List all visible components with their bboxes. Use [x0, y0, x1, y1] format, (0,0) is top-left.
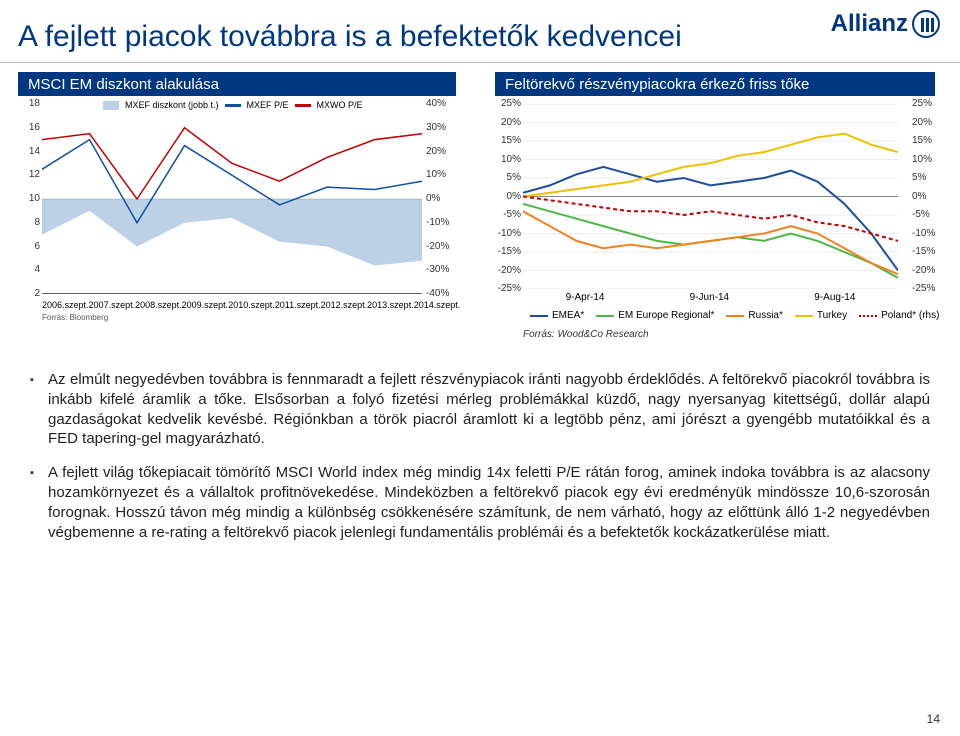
- chart-left-yaxis-right-label: -40%: [426, 288, 458, 299]
- chart-left-xaxis-label: 2012.szept.: [321, 300, 368, 310]
- chart-right-yaxis-left-label: -10%: [493, 228, 521, 239]
- legend-swatch: [530, 315, 548, 317]
- chart-left: MXEF diszkont (jobb t.) MXEF P/E MXWO P/…: [18, 100, 456, 340]
- chart-left-xaxis-label: 2009.szept.: [182, 300, 229, 310]
- chart-left-yaxis-right-label: 40%: [426, 98, 458, 109]
- chart-left-xaxis-label: 2013.szept.: [367, 300, 414, 310]
- chart-left-yaxis-left-label: 6: [20, 241, 40, 252]
- chart-right-xaxis-label: 9-Jun-14: [690, 292, 729, 303]
- chart-left-yaxis-right-label: 20%: [426, 146, 458, 157]
- chart-right-header: Feltörekvő részvénypiacokra érkező friss…: [495, 72, 935, 96]
- chart-right: 9-Apr-14 9-Jun-14 9-Aug-14 EMEA* EM Europe …: [495, 100, 940, 340]
- chart-left-plot: [42, 104, 422, 294]
- chart-left-yaxis-left-label: 4: [20, 264, 40, 275]
- chart-right-plot: [523, 104, 898, 289]
- chart-left-yaxis-right-label: -20%: [426, 241, 458, 252]
- chart-left-yaxis-left-label: 16: [20, 122, 40, 133]
- chart-left-yaxis-left-label: 2: [20, 288, 40, 299]
- legend-swatch: [859, 315, 877, 317]
- chart-right-legend-item: EM Europe Regional*: [596, 310, 714, 321]
- bullet-item: Az elmúlt negyedévben továbbra is fennma…: [30, 370, 930, 449]
- bullet-list: Az elmúlt negyedévben továbbra is fennma…: [30, 370, 930, 542]
- chart-right-yaxis-right-label: -10%: [912, 228, 942, 239]
- chart-right-xaxis-label: 9-Aug-14: [814, 292, 855, 303]
- chart-right-yaxis-right-label: -15%: [912, 246, 942, 257]
- body-text: Az elmúlt negyedévben továbbra is fennma…: [30, 370, 930, 556]
- chart-right-yaxis-right-label: 10%: [912, 154, 942, 165]
- chart-right-yaxis-left-label: -5%: [493, 209, 521, 220]
- chart-right-yaxis-right-label: 20%: [912, 117, 942, 128]
- chart-right-legend-item: Poland* (rhs): [859, 310, 939, 321]
- chart-right-yaxis-left-label: -15%: [493, 246, 521, 257]
- chart-left-yaxis-right-label: -30%: [426, 264, 458, 275]
- divider: [0, 62, 960, 63]
- chart-right-legend-item: Russia*: [726, 310, 782, 321]
- legend-label: Turkey: [817, 310, 847, 321]
- chart-right-yaxis-left-label: 5%: [493, 172, 521, 183]
- chart-left-header: MSCI EM diszkont alakulása: [18, 72, 456, 96]
- chart-right-yaxis-right-label: 0%: [912, 191, 942, 202]
- chart-left-yaxis-right-label: 0%: [426, 193, 458, 204]
- chart-left-yaxis-right-label: 10%: [426, 169, 458, 180]
- chart-right-yaxis-left-label: 20%: [493, 117, 521, 128]
- page-title: A fejlett piacok továbbra is a befektető…: [18, 20, 682, 54]
- bullet-item: A fejlett világ tőkepiacait tömörítő MSC…: [30, 463, 930, 542]
- chart-left-xaxis-label: 2010.szept.: [228, 300, 275, 310]
- page-number: 14: [927, 712, 940, 726]
- chart-right-yaxis-right-label: -20%: [912, 265, 942, 276]
- chart-right-yaxis-left-label: 0%: [493, 191, 521, 202]
- chart-left-xaxis-label: 2011.szept.: [275, 300, 321, 310]
- chart-left-xlabels: 2006.szept.2007.szept.2008.szept.2009.sz…: [42, 300, 422, 310]
- chart-right-xlabels: 9-Apr-14 9-Jun-14 9-Aug-14: [523, 292, 898, 303]
- chart-right-yaxis-right-label: 5%: [912, 172, 942, 183]
- chart-right-yaxis-left-label: -20%: [493, 265, 521, 276]
- chart-right-yaxis-right-label: 25%: [912, 98, 942, 109]
- chart-left-yaxis-left-label: 14: [20, 146, 40, 157]
- chart-right-yaxis-right-label: -5%: [912, 209, 942, 220]
- chart-right-yaxis-left-label: 10%: [493, 154, 521, 165]
- legend-swatch: [726, 315, 744, 317]
- chart-right-yaxis-right-label: 15%: [912, 135, 942, 146]
- chart-right-legend: EMEA* EM Europe Regional* Russia* Turkey Pol…: [530, 310, 939, 321]
- legend-label: EMEA*: [552, 310, 584, 321]
- brand-logo: Allianz: [831, 10, 940, 38]
- legend-swatch: [596, 315, 614, 317]
- brand-icon: [912, 10, 940, 38]
- chart-left-xaxis-label: 2007.szept.: [89, 300, 136, 310]
- legend-label: Russia*: [748, 310, 782, 321]
- chart-right-xaxis-label: 9-Apr-14: [566, 292, 605, 303]
- chart-left-yaxis-right-label: 30%: [426, 122, 458, 133]
- chart-right-legend-item: EMEA*: [530, 310, 584, 321]
- chart-left-yaxis-right-label: -10%: [426, 217, 458, 228]
- chart-right-svg: [523, 104, 898, 289]
- chart-right-yaxis-right-label: -25%: [912, 283, 942, 294]
- chart-left-yaxis-left-label: 18: [20, 98, 40, 109]
- chart-right-yaxis-left-label: -25%: [493, 283, 521, 294]
- chart-left-yaxis-left-label: 12: [20, 169, 40, 180]
- chart-left-xaxis-label: 2008.szept.: [135, 300, 182, 310]
- legend-label: Poland* (rhs): [881, 310, 939, 321]
- legend-swatch: [795, 315, 813, 317]
- chart-right-source: Forrás: Wood&Co Research: [523, 329, 649, 340]
- chart-right-yaxis-left-label: 25%: [493, 98, 521, 109]
- brand-name: Allianz: [831, 10, 908, 38]
- chart-left-xaxis-label: 2014.szept.: [414, 300, 461, 310]
- chart-right-legend-item: Turkey: [795, 310, 847, 321]
- chart-left-xaxis-label: 2006.szept.: [42, 300, 89, 310]
- legend-label: EM Europe Regional*: [618, 310, 714, 321]
- chart-left-source: Forrás: Bloomberg: [42, 313, 108, 322]
- chart-left-yaxis-left-label: 8: [20, 217, 40, 228]
- chart-left-yaxis-left-label: 10: [20, 193, 40, 204]
- chart-left-svg: [42, 104, 422, 294]
- chart-right-yaxis-left-label: 15%: [493, 135, 521, 146]
